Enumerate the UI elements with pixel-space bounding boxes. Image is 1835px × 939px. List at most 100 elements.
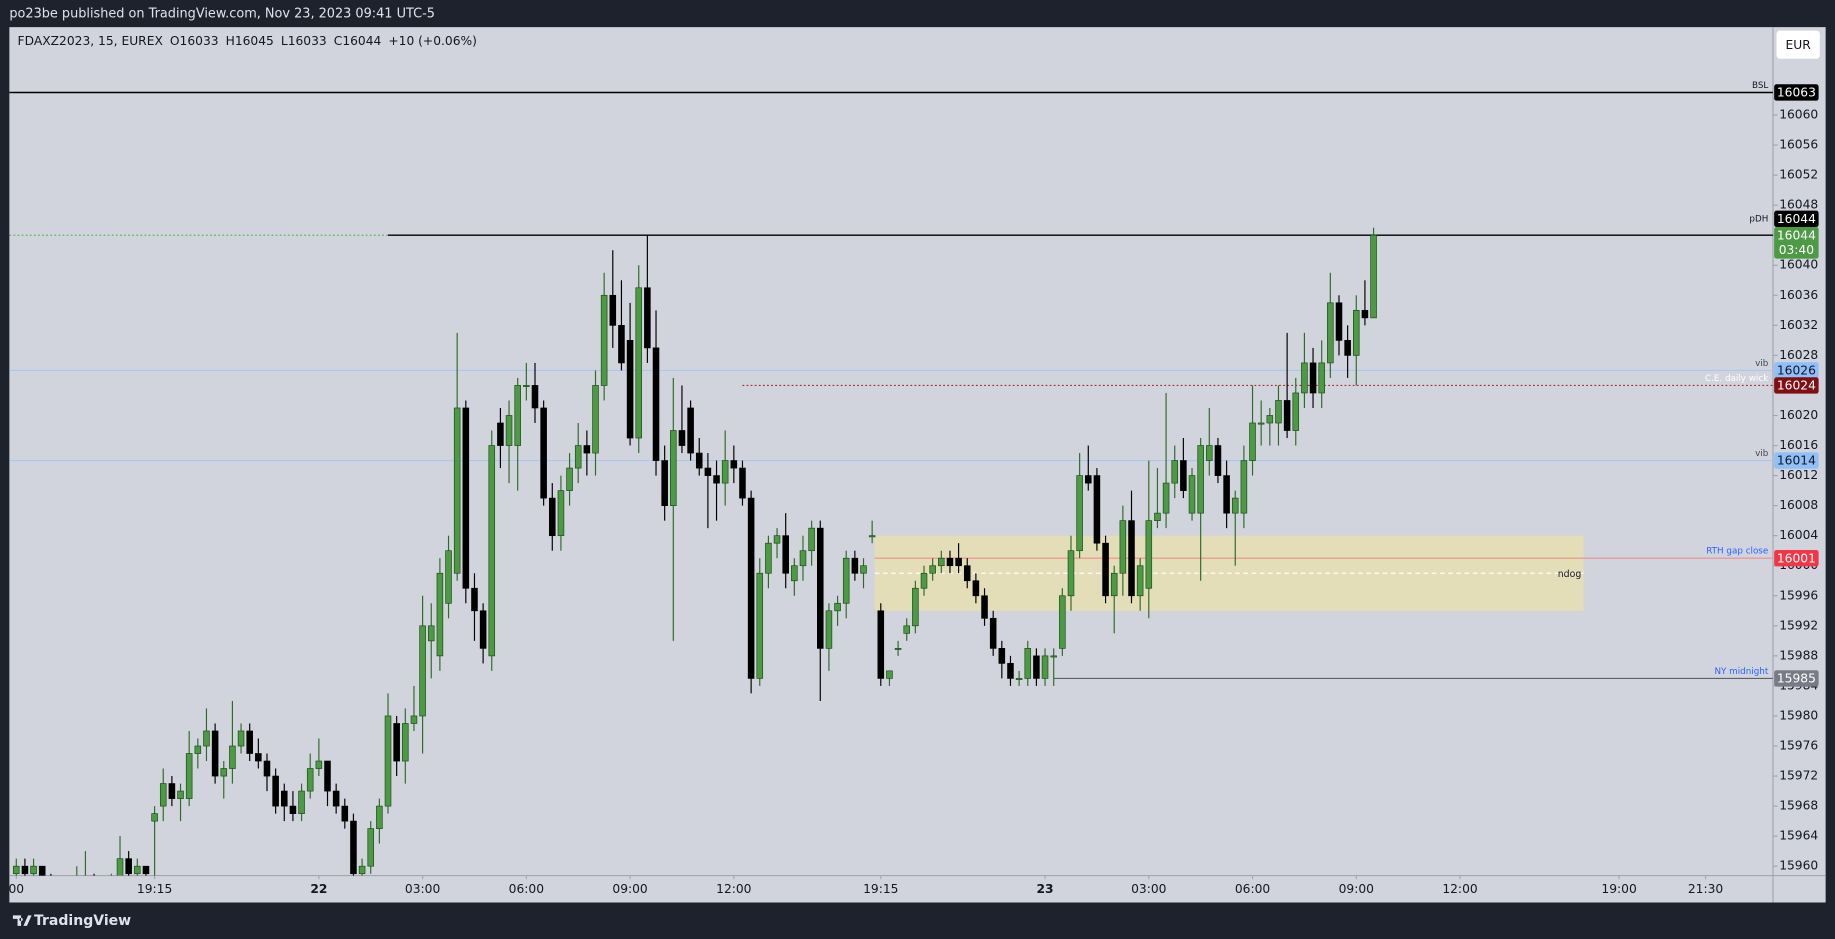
candle-body <box>220 768 228 777</box>
candle-body <box>791 565 798 582</box>
level-tag-label: 16063 <box>1777 86 1816 100</box>
y-tick-label: 15960 <box>1779 859 1818 873</box>
candle-body <box>1059 595 1066 649</box>
x-tick-label: 06:00 <box>1235 882 1270 896</box>
candle-body <box>912 587 919 627</box>
candle-body <box>834 602 841 612</box>
candle-body <box>427 625 435 642</box>
candle-body <box>1067 550 1075 597</box>
candle-body <box>341 805 349 822</box>
candle-body <box>574 445 582 469</box>
level-tag <box>1774 210 1819 228</box>
candle-body <box>549 497 556 537</box>
candle-body <box>479 610 487 649</box>
candle-body <box>747 497 755 679</box>
candle-body <box>903 625 911 634</box>
candle-body <box>600 294 608 386</box>
level-label: vib <box>1755 359 1769 369</box>
level-tag <box>1774 377 1819 394</box>
candle-body <box>1318 362 1325 394</box>
candle-body <box>315 760 323 769</box>
level-tag-label: 16024 <box>1777 379 1816 393</box>
y-tick-label: 16004 <box>1779 528 1818 542</box>
candle-body <box>1119 520 1127 574</box>
candle-body <box>635 287 643 439</box>
candle-body <box>566 467 573 491</box>
countdown: 03:40 <box>1779 243 1814 257</box>
candle-body <box>929 565 936 574</box>
candle-body <box>1041 655 1049 679</box>
price-tag <box>1774 227 1819 259</box>
candle-body <box>38 865 46 876</box>
candle-body <box>721 460 729 484</box>
level-label: C.E. daily wick <box>1705 374 1769 384</box>
candle-body <box>1223 475 1230 514</box>
candle-body <box>557 490 565 537</box>
y-tick-label: 16016 <box>1779 438 1818 452</box>
candle-body <box>1102 542 1109 597</box>
candle-body <box>713 475 720 484</box>
candle-body <box>1145 520 1153 589</box>
candle-body <box>687 407 694 454</box>
candle-body <box>194 745 202 754</box>
currency-label[interactable]: EUR <box>1786 38 1812 52</box>
publish-info: po23be published on TradingView.com, Nov… <box>9 7 435 22</box>
level-tag-label: 16044 <box>1777 212 1816 226</box>
candle-body <box>1335 302 1343 341</box>
candle-body <box>488 445 496 657</box>
candle-body <box>151 813 158 822</box>
candle-body <box>229 745 236 769</box>
y-tick-label: 16060 <box>1779 108 1818 122</box>
price-tag-label: 16044 <box>1777 228 1816 242</box>
candle-body <box>730 460 738 469</box>
candle-body <box>1353 309 1360 356</box>
candle-body <box>644 287 651 349</box>
candle-body <box>540 407 547 499</box>
level-tag-label: 15985 <box>1777 671 1816 685</box>
candle-body <box>410 715 418 724</box>
candle-body <box>402 723 409 762</box>
x-tick-label: 00 <box>8 882 24 896</box>
candle-body <box>462 407 470 589</box>
candle-body <box>185 753 193 799</box>
candle-body <box>324 760 331 792</box>
y-tick-label: 15996 <box>1779 588 1818 602</box>
candle-body <box>661 460 668 506</box>
candle-body <box>281 790 288 807</box>
y-tick-label: 15972 <box>1779 769 1818 783</box>
level-tag-label: 16014 <box>1777 454 1816 468</box>
y-tick-label: 15992 <box>1779 618 1818 632</box>
candle-body <box>21 865 29 875</box>
brand-logo <box>12 915 32 926</box>
y-tick-label: 15968 <box>1779 799 1818 813</box>
candle-body <box>1292 392 1300 431</box>
candle-body <box>817 527 824 649</box>
candle-body <box>618 324 625 364</box>
candle-body <box>384 715 392 807</box>
candle-body <box>358 865 366 875</box>
candle-body <box>1197 445 1204 514</box>
candle-body <box>998 648 1006 664</box>
candle-body <box>1171 460 1179 484</box>
candle-body <box>289 805 297 814</box>
y-tick-label: 15988 <box>1779 648 1818 662</box>
x-tick-label: 21:30 <box>1688 882 1723 896</box>
candle-body <box>1050 655 1057 658</box>
candle-body <box>134 865 141 875</box>
candle-body <box>739 467 746 499</box>
level-label: vib <box>1755 449 1769 459</box>
candle-body <box>1266 415 1274 424</box>
candle-body <box>1214 445 1222 476</box>
level-tag-label: 16001 <box>1777 551 1816 565</box>
zone-label: ndog <box>1558 569 1582 580</box>
candle-body <box>471 587 478 612</box>
candle-body <box>1180 460 1187 491</box>
currency-button[interactable] <box>1776 30 1820 59</box>
level-tag <box>1774 550 1819 567</box>
candle-body <box>626 340 634 439</box>
x-tick-label: 19:15 <box>863 882 898 896</box>
candle-body <box>159 783 167 807</box>
candle-body <box>678 430 686 446</box>
candle-body <box>894 648 902 650</box>
